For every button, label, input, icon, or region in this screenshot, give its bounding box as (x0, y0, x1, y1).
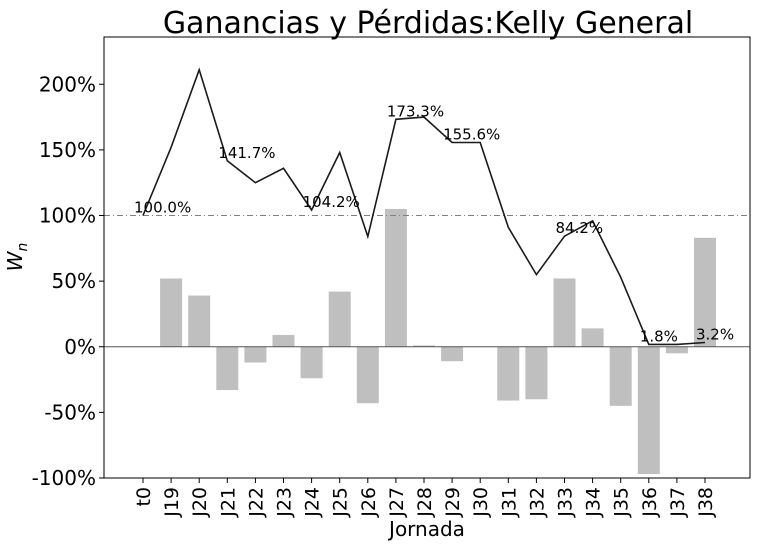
bar-J33 (553, 278, 576, 347)
bar-J28 (413, 345, 435, 347)
x-tick-label: J27 (386, 487, 408, 518)
annotations-layer: 100.0% 141.7% 104.2% 173.3% 155.6% 84.2% 1.8% 3… (134, 102, 734, 345)
bar-J24 (300, 346, 323, 379)
y-tick-label: 100% (39, 204, 96, 228)
bar-J22 (244, 346, 267, 363)
x-tick-label: J25 (330, 487, 352, 518)
y-axis: -100% -50% 0% 50% 100% 150% 200% (32, 72, 104, 490)
y-tick-label: 0% (64, 335, 96, 359)
x-tick-label: J24 (302, 487, 324, 518)
x-tick-label: J38 (695, 487, 717, 518)
bar-J34 (581, 328, 604, 347)
bar-J37 (665, 346, 688, 354)
y-tick-label: -100% (32, 466, 96, 490)
bar-J31 (497, 346, 520, 401)
bar-J25 (328, 291, 351, 347)
bar-J27 (384, 208, 407, 347)
x-tick-label: J33 (555, 487, 577, 518)
annotation-J38: 3.2% (696, 326, 734, 344)
x-tick-label: J23 (274, 487, 296, 518)
y-tick-label: -50% (44, 400, 96, 424)
annotation-J33: 84.2% (556, 219, 604, 237)
x-tick-label: J37 (667, 487, 689, 518)
annotation-J21: 141.7% (218, 144, 275, 162)
bar-J26 (356, 346, 379, 404)
x-tick-label: J32 (526, 487, 548, 518)
x-tick-label: J35 (611, 487, 633, 518)
x-tick-label: J28 (414, 487, 436, 518)
annotation-J24: 104.2% (303, 193, 360, 211)
bar-J29 (441, 346, 464, 362)
y-axis-label: Wn (3, 243, 31, 272)
annotation-t0: 100.0% (134, 199, 191, 217)
x-tick-label: J22 (245, 487, 267, 518)
lines-layer (104, 67, 750, 348)
equity-line (142, 67, 706, 346)
x-axis: t0 J19 J20 J21 J22 J23 J24 J25 J26 J27 J28 J29 J30 J3… (133, 478, 717, 518)
annotation-J27: 173.3% (387, 102, 444, 120)
plot-frame (103, 36, 751, 479)
x-tick-label: J21 (217, 487, 239, 518)
x-axis-label: Jornada (387, 517, 465, 541)
x-tick-label: t0 (133, 487, 155, 507)
x-tick-label: J19 (161, 487, 183, 518)
bars-layer (160, 208, 716, 475)
chart-title: Ganancias y Pérdidas:Kelly General (163, 6, 693, 41)
x-tick-label: J26 (358, 487, 380, 518)
x-tick-label: J30 (470, 487, 492, 518)
bar-J23 (272, 334, 295, 347)
bar-J38 (694, 237, 716, 347)
bar-J32 (525, 346, 548, 400)
y-tick-label: 150% (39, 138, 96, 162)
x-tick-label: J20 (189, 487, 211, 518)
bar-J35 (609, 346, 632, 406)
y-tick-label: 200% (39, 72, 96, 96)
x-tick-label: J34 (583, 487, 605, 518)
y-tick-label: 50% (52, 269, 96, 293)
x-tick-label: J31 (498, 487, 520, 518)
x-tick-label: J36 (639, 487, 661, 518)
bar-J19 (160, 278, 183, 347)
bar-J21 (216, 346, 239, 391)
bar-J20 (188, 295, 211, 347)
annotation-J36: 1.8% (640, 327, 678, 345)
annotation-J29: 155.6% (443, 126, 500, 144)
x-tick-label: J29 (442, 487, 464, 518)
bar-J36 (637, 346, 660, 475)
